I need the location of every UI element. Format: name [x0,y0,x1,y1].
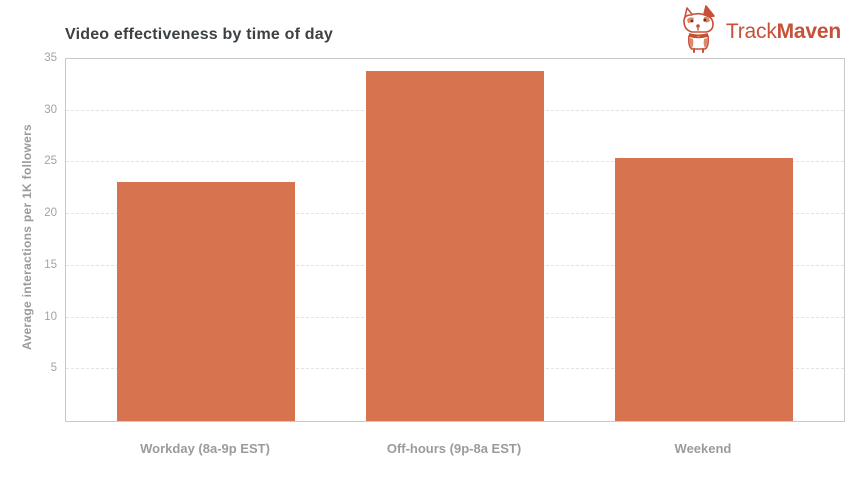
logo-text-maven: Maven [776,19,842,43]
bar-1 [366,71,544,421]
y-tick-label-20: 20 [44,207,57,220]
bar-0 [117,182,296,421]
bar-2 [614,158,793,421]
y-tick-label-35: 35 [44,52,57,64]
x-category-label-1: Off-hours (9p-8a EST) [386,441,522,456]
trackmaven-logo-text: TrackMaven [726,20,841,44]
y-tick-label-10: 10 [44,310,57,323]
logo-text-track: Track [725,19,777,43]
x-category-label-2: Weekend [674,441,732,456]
chart-title: Video effectiveness by time of day [65,26,333,43]
plot-area [65,58,845,422]
y-tick-label-30: 30 [44,103,57,116]
trackmaven-logo: TrackMaven [679,5,841,58]
y-tick-label-5: 5 [50,362,57,375]
corgi-mascot-icon [679,5,721,58]
x-category-label-0: Workday (8a-9p EST) [140,441,270,456]
y-tick-label-25: 25 [44,155,57,168]
y-tick-label-15: 15 [44,258,57,271]
